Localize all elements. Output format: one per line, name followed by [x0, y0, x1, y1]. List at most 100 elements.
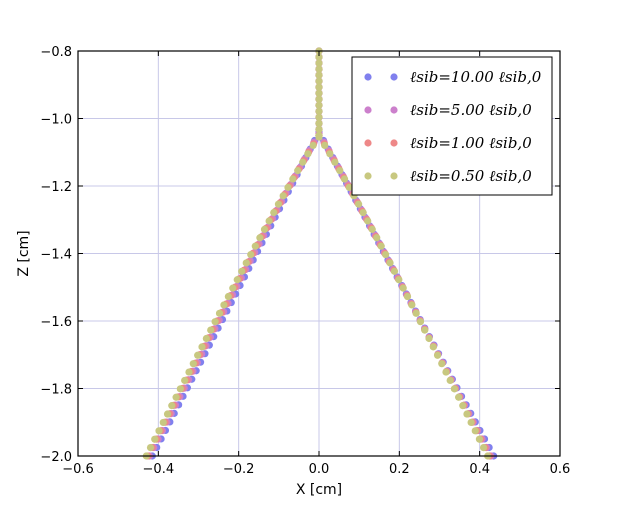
data-point-left-s3: [163, 410, 172, 418]
x-tick-label: −0.2: [223, 462, 255, 477]
data-point-left-s3: [274, 200, 283, 208]
axis-ticks: −0.6 −0.4 −0.2 0.0 0.2 0.4 0.6 −2.0 −1.8 −1.6 −1.4…: [40, 45, 570, 477]
data-point-right-s3: [340, 175, 349, 183]
data-point-left-s3: [229, 284, 237, 292]
data-point-right-s3: [471, 427, 479, 435]
data-point-stem-s3: [315, 89, 323, 97]
data-point-stem-s3: [315, 113, 323, 121]
data-point-right-s3: [390, 267, 399, 275]
data-point-left-s3: [224, 292, 232, 301]
data-point-left-s3: [294, 167, 302, 175]
legend-marker: [364, 106, 372, 114]
data-point-left-s3: [265, 217, 273, 225]
data-point-left-s3: [242, 259, 250, 267]
data-point-left-s3: [260, 225, 269, 233]
data-point-right-s3: [442, 368, 450, 376]
data-point-left-s3: [194, 351, 202, 359]
legend-marker: [390, 106, 398, 114]
data-point-left-s3: [172, 393, 180, 401]
legend-label: ℓsib=5.00 ℓsib,0: [410, 101, 532, 119]
x-tick-label: −0.4: [143, 462, 175, 477]
data-point-stem-s3: [315, 107, 323, 115]
data-point-stem-s3: [315, 131, 323, 139]
data-point-right-s3: [382, 250, 390, 259]
data-point-stem-s3: [315, 77, 323, 85]
legend-marker: [390, 172, 398, 180]
data-point-stem-s3: [315, 125, 323, 133]
y-tick-label: −1.4: [40, 248, 72, 263]
data-points: [142, 47, 498, 460]
y-tick-label: −0.8: [40, 45, 72, 60]
legend-marker: [364, 172, 372, 180]
data-point-left-s3: [279, 192, 287, 200]
data-point-left-s3: [168, 402, 176, 410]
data-point-left-s3: [176, 385, 184, 393]
data-point-right-s3: [454, 393, 463, 401]
data-point-right-s3: [467, 418, 475, 427]
data-point-left-s3: [309, 141, 317, 150]
data-point-right-s3: [331, 158, 339, 166]
data-point-left-s3: [251, 242, 259, 250]
data-point-left-s3: [220, 301, 228, 309]
data-point-left-s3: [238, 267, 246, 275]
data-point-right-s3: [373, 234, 381, 242]
data-point-right-s3: [412, 309, 420, 317]
data-point-right-s3: [446, 376, 454, 385]
x-tick-label: 0.6: [550, 462, 571, 477]
y-tick-label: −1.0: [40, 113, 72, 128]
data-point-right-s3: [395, 276, 403, 284]
data-point-left-s3: [289, 175, 297, 183]
data-point-stem-s3: [315, 59, 323, 67]
y-tick-label: −1.2: [40, 180, 72, 195]
legend-marker: [364, 73, 372, 81]
data-point-right-s3: [364, 217, 372, 225]
data-point-right-s3: [408, 301, 416, 309]
data-point-right-s3: [368, 225, 376, 233]
data-point-left-s3: [155, 427, 163, 435]
legend-label: ℓsib=0.50 ℓsib,0: [410, 167, 532, 185]
data-point-stem-s3: [315, 95, 323, 103]
legend: ℓsib=10.00 ℓsib,0 ℓsib=5.00 ℓsib,0 ℓsib=1.…: [351, 56, 553, 196]
x-tick-label: 0.0: [309, 462, 330, 477]
legend-label: ℓsib=10.00 ℓsib,0: [410, 68, 542, 86]
data-point-stem-s3: [315, 83, 323, 91]
data-point-left-s3: [181, 376, 189, 385]
data-point-left-s3: [151, 435, 159, 443]
data-point-left-s3: [284, 183, 292, 192]
data-point-left-s3: [299, 158, 307, 166]
data-point-left-s3: [198, 343, 206, 351]
data-point-left-s3: [304, 150, 312, 158]
data-point-stem-s3: [315, 53, 323, 61]
data-point-left-s3: [146, 444, 155, 452]
data-point-right-s3: [386, 259, 394, 267]
data-point-right-s3: [355, 200, 363, 208]
data-point-right-s3: [321, 141, 329, 150]
legend-marker: [390, 73, 398, 81]
data-point-stem-s3: [315, 101, 323, 109]
x-tick-label: −0.6: [62, 462, 94, 477]
data-point-left-s3: [159, 418, 167, 427]
data-point-right-s3: [416, 318, 425, 326]
data-point-right-s3: [450, 385, 459, 393]
data-point-left-s3: [185, 368, 193, 376]
y-tick-label: −1.6: [40, 315, 72, 330]
data-point-right-s3: [377, 242, 385, 250]
data-point-left-s3: [211, 318, 219, 326]
data-point-right-s3: [479, 444, 488, 452]
data-point-right-s3: [345, 183, 353, 192]
data-point-right-s3: [421, 326, 429, 334]
data-point-right-s3: [403, 292, 412, 301]
data-point-left-s3: [207, 326, 215, 334]
data-point-right-s3: [429, 343, 437, 351]
x-axis-label: X [cm]: [296, 482, 342, 498]
data-point-right-s3: [399, 284, 407, 292]
y-axis-label: Z [cm]: [16, 230, 32, 276]
x-tick-label: 0.4: [469, 462, 490, 477]
data-point-left-s3: [215, 309, 224, 317]
data-point-stem-s3: [315, 119, 323, 127]
data-point-right-s3: [459, 402, 467, 410]
legend-box: [351, 56, 553, 196]
data-point-left-s3: [256, 234, 264, 242]
data-point-left-s3: [233, 276, 241, 284]
